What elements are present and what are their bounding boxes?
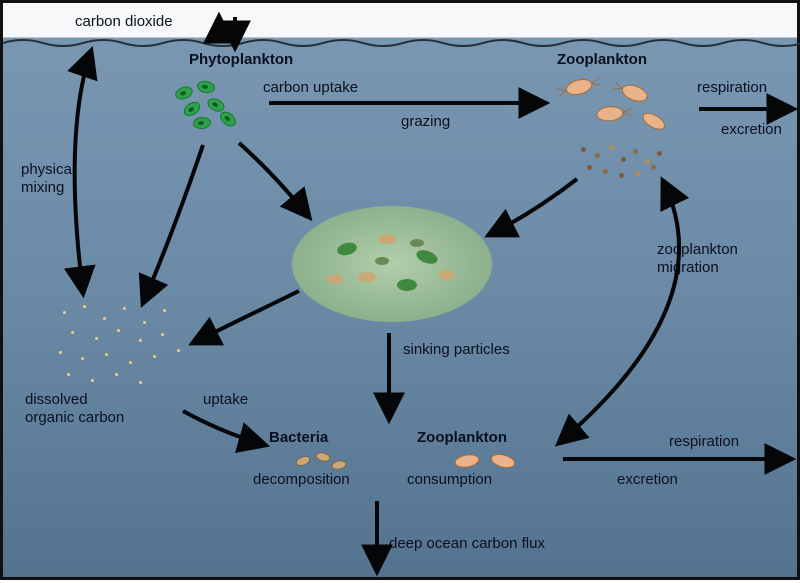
- arrow-uptake: [183, 411, 265, 445]
- arrow-migration: [559, 181, 679, 443]
- arrow-mixing: [75, 51, 91, 293]
- arrow-agg-doc: [193, 291, 299, 343]
- arrows-layer: [3, 3, 800, 583]
- arrow-detritus-aggregate: [489, 179, 577, 235]
- arrow-phyto-doc: [143, 145, 203, 303]
- diagram-canvas: carbon dioxide Phytoplankton Zooplankton…: [0, 0, 800, 580]
- arrow-phyto-aggregate: [239, 143, 309, 217]
